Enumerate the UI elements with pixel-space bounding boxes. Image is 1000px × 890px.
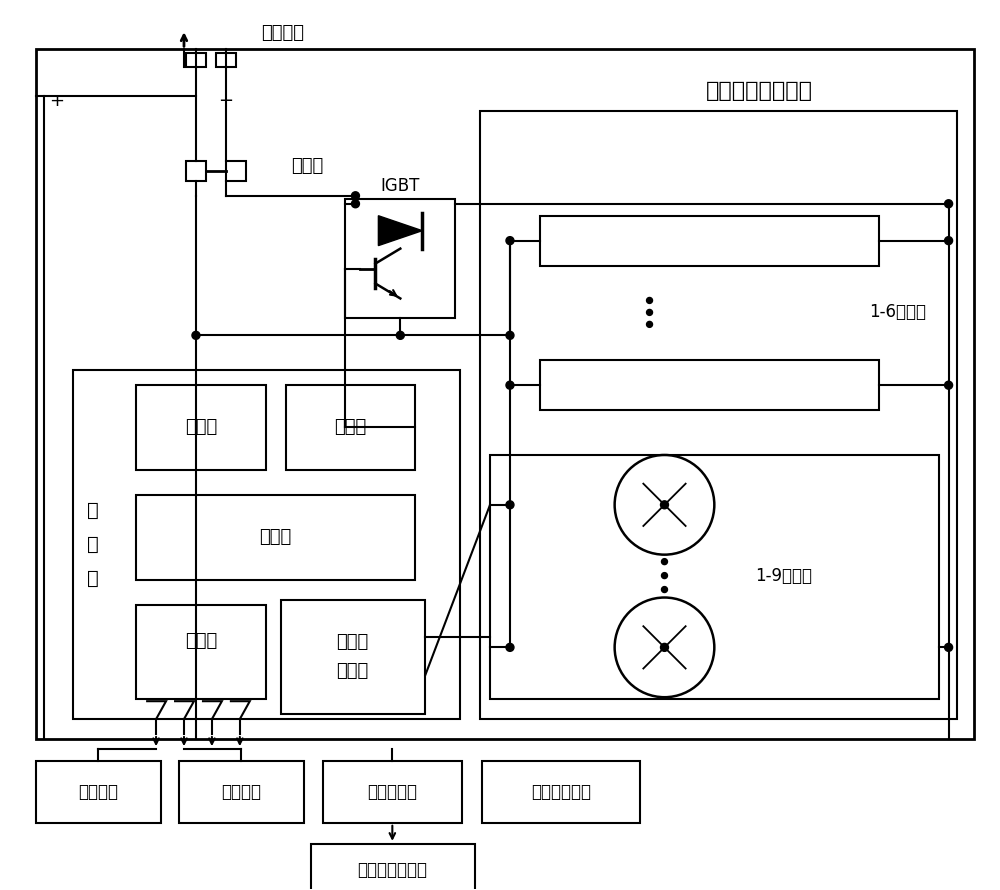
Circle shape (647, 297, 653, 303)
Text: IGBT: IGBT (381, 177, 420, 195)
Text: 自动放电模块主机: 自动放电模块主机 (706, 81, 813, 101)
Circle shape (647, 310, 653, 315)
Circle shape (661, 572, 667, 578)
Circle shape (506, 331, 514, 339)
Circle shape (647, 321, 653, 328)
Bar (480, 111, 957, 719)
Circle shape (660, 501, 668, 509)
Text: 调试电脑: 调试电脑 (78, 783, 118, 801)
Text: −: − (218, 92, 233, 110)
Text: 风机控
制模块: 风机控 制模块 (336, 633, 369, 680)
Polygon shape (378, 215, 422, 246)
Bar (226, 161, 246, 181)
Bar (311, 844, 475, 890)
Circle shape (506, 643, 514, 651)
Bar (345, 198, 455, 319)
Text: +: + (49, 92, 64, 110)
Text: 控制板: 控制板 (185, 418, 217, 436)
Text: 蓄电池巡检仪: 蓄电池巡检仪 (531, 783, 591, 801)
Circle shape (660, 643, 668, 651)
Text: 驱动板: 驱动板 (334, 418, 367, 436)
Circle shape (945, 643, 953, 651)
Bar (216, 53, 236, 67)
Circle shape (945, 237, 953, 245)
Circle shape (945, 381, 953, 389)
Bar (186, 53, 206, 67)
Text: 计算机监控系统: 计算机监控系统 (357, 861, 427, 878)
Bar (136, 385, 266, 470)
Circle shape (351, 191, 359, 199)
Text: 1-6号电阻: 1-6号电阻 (869, 303, 926, 321)
Circle shape (506, 237, 514, 245)
Bar (323, 761, 462, 823)
Bar (136, 495, 415, 579)
Bar (186, 161, 206, 181)
Text: 电源板: 电源板 (260, 528, 292, 546)
Bar (179, 761, 304, 823)
Text: 通讯板: 通讯板 (185, 633, 217, 651)
Circle shape (351, 199, 359, 207)
Bar (490, 455, 939, 700)
Bar (540, 360, 879, 410)
Text: 控
制
盒: 控 制 盒 (87, 501, 99, 588)
Text: 1-9号风机: 1-9号风机 (756, 567, 813, 585)
Bar (36, 49, 974, 739)
Circle shape (192, 331, 200, 339)
Bar (540, 215, 879, 265)
Circle shape (945, 199, 953, 207)
Bar (286, 385, 415, 470)
Text: 操作面板: 操作面板 (221, 783, 261, 801)
Bar (136, 604, 266, 700)
Circle shape (661, 559, 667, 564)
Bar (482, 761, 640, 823)
Circle shape (506, 501, 514, 509)
Bar (281, 600, 425, 714)
Text: 接蓄电池: 接蓄电池 (261, 24, 304, 43)
Circle shape (506, 381, 514, 389)
Bar (36, 761, 161, 823)
Bar (73, 370, 460, 719)
Text: 集中监控器: 集中监控器 (367, 783, 417, 801)
Circle shape (661, 587, 667, 593)
Text: 分流器: 分流器 (291, 157, 323, 174)
Circle shape (396, 331, 404, 339)
